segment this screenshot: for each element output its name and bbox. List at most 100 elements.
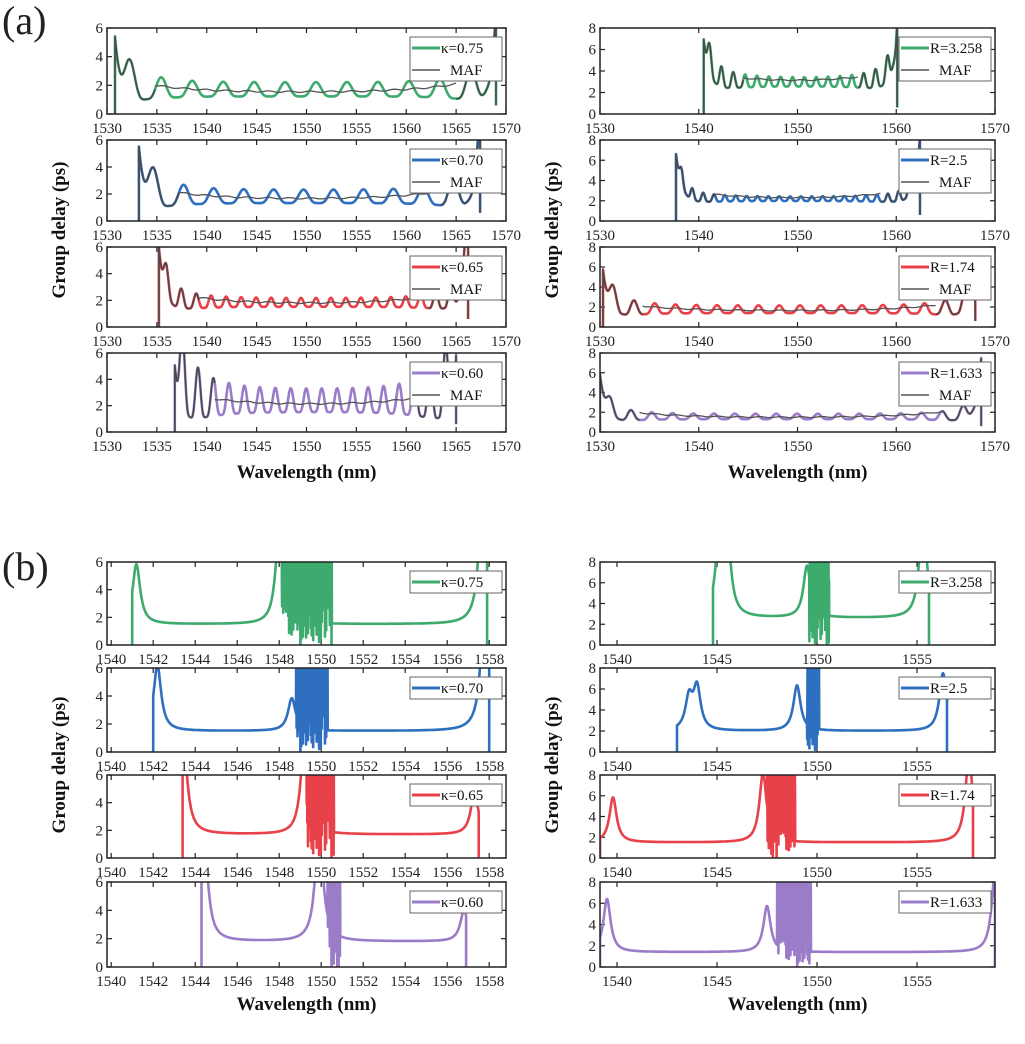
y-axis-label: Group delay (ps)	[49, 162, 70, 299]
y-tick-label: 6	[96, 555, 104, 571]
axes-frame	[106, 667, 507, 753]
x-tick-label: 1565	[441, 228, 471, 244]
series-κ=0.70	[151, 668, 491, 752]
x-tick-label: 1555	[341, 334, 371, 350]
legend-box	[409, 255, 503, 301]
legend-label: κ=0.70	[441, 153, 483, 169]
y-tick-label: 8	[589, 661, 597, 677]
plot-area	[675, 668, 949, 752]
legend-label-maf: MAF	[450, 63, 483, 79]
x-tick-label: 1535	[142, 334, 172, 350]
legend: κ=0.60	[409, 890, 503, 914]
x-tick-label: 1540	[602, 974, 632, 990]
x-tick-label: 1530	[585, 334, 615, 350]
legend-label: R=1.633	[930, 366, 982, 382]
x-tick-label: 1546	[222, 974, 253, 990]
x-tick-label: 1560	[881, 121, 911, 137]
plot-area	[151, 668, 491, 752]
subplot-2-0: 1540 1542 1544 1546 1548 1550 1552 1554 1556 1558…	[96, 555, 507, 668]
subplot-0-3: 1530 1535 1540 1545 1550 1555 1560 1565 1570 0 2 4 6…	[92, 346, 521, 455]
legend-box	[409, 890, 503, 914]
x-tick-label: 1550	[292, 228, 322, 244]
x-tick-label: 1544	[180, 974, 211, 990]
axes-frame	[599, 774, 996, 859]
y-axis-label: Group delay (ps)	[542, 162, 563, 299]
x-tick-label: 1554	[390, 865, 421, 881]
legend: κ=0.65	[409, 783, 503, 807]
x-tick-label: 1546	[222, 652, 253, 668]
y-axis-label: Group delay (ps)	[542, 697, 563, 834]
x-axis-label: Wavelength (nm)	[728, 462, 868, 483]
series-R=3.258	[702, 28, 899, 114]
y-tick-label: 2	[96, 399, 104, 415]
x-tick-label: 1548	[264, 865, 294, 881]
x-tick-label: 1550	[802, 759, 832, 775]
x-tick-label: 1545	[702, 974, 732, 990]
legend-box	[409, 148, 503, 194]
x-tick-label: 1540	[192, 334, 222, 350]
series-R=1.74	[600, 775, 975, 858]
axes-frame	[599, 881, 996, 968]
x-tick-label: 1550	[802, 652, 832, 668]
series-maf	[743, 76, 858, 82]
x-tick-label: 1540	[96, 974, 126, 990]
legend-box	[409, 361, 503, 407]
chart-3: 1540 1545 1550 1555 0 2 4 6 8 R=3.258 1540 1545 1550…	[542, 555, 996, 1015]
series-maf-edge	[675, 153, 717, 221]
x-tick-label: 1552	[348, 652, 378, 668]
y-tick-label: 0	[589, 214, 597, 230]
series-κ=0.60	[173, 353, 458, 432]
y-tick-label: 6	[96, 768, 104, 784]
y-tick-label: 6	[589, 896, 597, 912]
legend-label: κ=0.60	[441, 895, 483, 911]
y-tick-label: 2	[589, 939, 597, 955]
y-tick-label: 8	[589, 21, 597, 37]
y-tick-label: 4	[96, 689, 104, 705]
legend: κ=0.65 MAF	[409, 255, 503, 301]
legend: κ=0.70	[409, 676, 503, 700]
x-tick-label: 1540	[96, 759, 126, 775]
x-tick-label: 1530	[585, 439, 615, 455]
x-tick-label: 1530	[585, 228, 615, 244]
legend-label: R=1.633	[930, 895, 982, 911]
x-axis-label: Wavelength (nm)	[237, 462, 377, 483]
subplot-3-0: 1540 1545 1550 1555 0 2 4 6 8 R=3.258	[589, 555, 996, 668]
y-tick-label: 4	[589, 280, 597, 296]
y-tick-label: 0	[589, 425, 597, 441]
x-tick-label: 1554	[390, 974, 421, 990]
y-tick-label: 0	[589, 638, 597, 654]
x-tick-label: 1548	[264, 759, 294, 775]
y-tick-label: 2	[96, 823, 104, 839]
y-tick-label: 2	[589, 617, 597, 633]
legend-label: R=1.74	[930, 260, 975, 276]
subplot-1-1: 1530 1540 1550 1560 1570 0 2 4 6 8 R=2.5 MAF	[585, 133, 1010, 244]
x-tick-label: 1540	[192, 439, 222, 455]
x-tick-label: 1545	[242, 439, 272, 455]
y-tick-label: 6	[96, 661, 104, 677]
legend-box	[898, 255, 992, 301]
legend-label: κ=0.65	[441, 788, 483, 804]
legend-label: R=3.258	[930, 575, 982, 591]
x-tick-label: 1558	[474, 865, 504, 881]
series-κ=0.75	[130, 562, 489, 645]
plot-area	[200, 882, 468, 967]
legend: R=3.258 MAF	[898, 36, 992, 82]
x-tick-label: 1556	[432, 974, 463, 990]
x-tick-label: 1555	[902, 759, 932, 775]
legend-box	[409, 783, 503, 807]
legend: R=1.633 MAF	[898, 361, 992, 407]
x-tick-label: 1555	[341, 121, 371, 137]
y-tick-label: 6	[96, 346, 104, 362]
x-tick-label: 1550	[783, 228, 813, 244]
x-tick-label: 1558	[474, 974, 504, 990]
legend: R=1.74	[898, 783, 992, 807]
legend-label: κ=0.65	[441, 260, 483, 276]
legend: κ=0.60 MAF	[409, 361, 503, 407]
legend-label-maf: MAF	[450, 388, 483, 404]
x-tick-label: 1570	[980, 228, 1010, 244]
legend-label-maf: MAF	[450, 175, 483, 191]
x-tick-label: 1540	[602, 652, 632, 668]
x-tick-label: 1550	[306, 865, 336, 881]
x-tick-label: 1545	[242, 228, 272, 244]
legend-box	[409, 676, 503, 700]
